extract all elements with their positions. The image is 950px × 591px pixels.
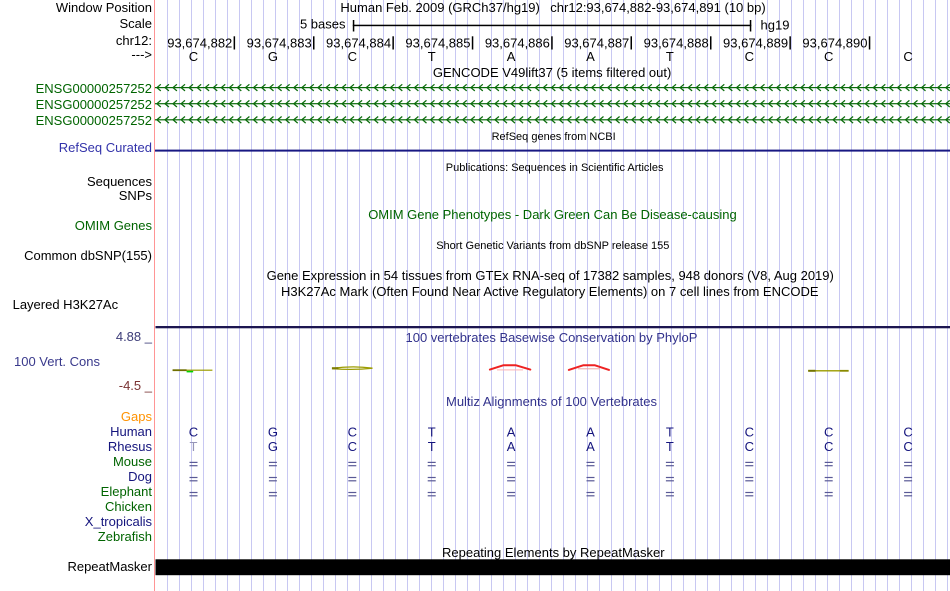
svg-text:C: C — [348, 439, 357, 454]
svg-text:93,674,889: 93,674,889 — [723, 36, 788, 51]
svg-text:C: C — [824, 425, 833, 440]
svg-text:C: C — [824, 49, 833, 64]
svg-text:G: G — [268, 439, 278, 454]
svg-text:93,674,888: 93,674,888 — [644, 36, 709, 51]
svg-text:T: T — [190, 439, 198, 454]
svg-text:A: A — [507, 49, 516, 64]
svg-text:C: C — [745, 425, 754, 440]
svg-text:T: T — [666, 425, 674, 440]
svg-text:93,674,883: 93,674,883 — [247, 36, 312, 51]
svg-text:T: T — [428, 425, 436, 440]
svg-text:5 bases: 5 bases — [300, 16, 346, 31]
svg-text:T: T — [666, 49, 674, 64]
svg-text:hg19: hg19 — [761, 17, 790, 32]
svg-text:93,674,887: 93,674,887 — [564, 36, 629, 51]
svg-text:T: T — [428, 439, 436, 454]
svg-text:93,674,884: 93,674,884 — [326, 36, 391, 51]
svg-text:C: C — [745, 49, 754, 64]
svg-text:C: C — [745, 439, 754, 454]
svg-text:C: C — [189, 49, 198, 64]
svg-text:T: T — [428, 49, 436, 64]
svg-text:C: C — [348, 425, 357, 440]
svg-text:C: C — [348, 49, 357, 64]
svg-text:A: A — [586, 439, 595, 454]
svg-text:C: C — [189, 425, 198, 440]
svg-text:93,674,885: 93,674,885 — [405, 36, 470, 51]
svg-text:C: C — [903, 425, 912, 440]
svg-text:C: C — [903, 49, 912, 64]
svg-text:T: T — [666, 439, 674, 454]
svg-text:A: A — [507, 439, 516, 454]
svg-text:93,674,890: 93,674,890 — [802, 36, 867, 51]
svg-text:93,674,886: 93,674,886 — [485, 36, 550, 51]
svg-text:93,674,882: 93,674,882 — [167, 36, 232, 51]
svg-text:A: A — [586, 425, 595, 440]
svg-text:C: C — [824, 439, 833, 454]
svg-text:G: G — [268, 49, 278, 64]
svg-text:G: G — [268, 425, 278, 440]
svg-text:C: C — [903, 439, 912, 454]
svg-text:A: A — [507, 425, 516, 440]
svg-text:A: A — [586, 49, 595, 64]
